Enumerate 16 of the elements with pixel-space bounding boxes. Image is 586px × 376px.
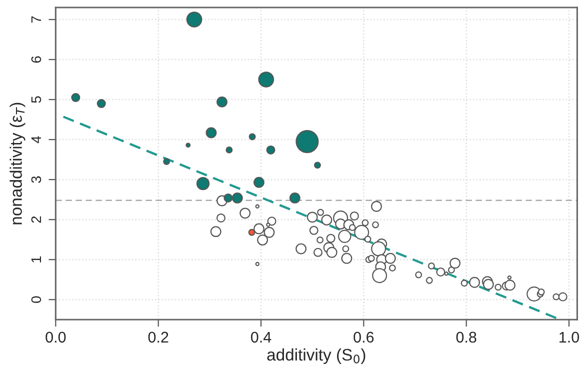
y-tick-label: 6 [31, 56, 42, 63]
y-tick-label: 4 [31, 136, 41, 144]
y-tick-label: 3 [31, 176, 42, 183]
x-tick-label: 0.0 [46, 332, 66, 343]
x-axis-title: additivity (S$_{0}$) [267, 348, 366, 364]
x-tick-label: 0.2 [148, 332, 168, 343]
x-tick-label: 0.6 [354, 332, 374, 343]
y-tick-label: 7 [31, 16, 41, 23]
y-tick-label: 2 [31, 216, 41, 223]
y-tick-label: 5 [31, 96, 42, 103]
x-tick-label: 0.8 [456, 332, 476, 343]
x-tick-label: 0.4 [250, 332, 272, 343]
y-axis-title: nonadditivity (ε$_{T}$) [10, 102, 26, 224]
y-tick-label: 0 [31, 296, 42, 303]
y-tick-label: 1 [31, 256, 41, 262]
x-tick-label: 1.0 [560, 332, 580, 343]
